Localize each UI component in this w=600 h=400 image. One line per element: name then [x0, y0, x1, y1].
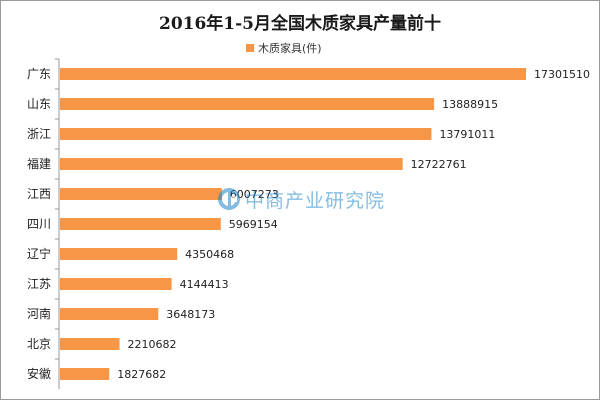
category-label: 北京	[27, 337, 51, 351]
value-label: 5969154	[229, 218, 278, 231]
category-label: 辽宁	[27, 246, 51, 261]
bar	[60, 278, 172, 290]
value-label: 4144413	[180, 278, 229, 291]
zhongshang-logo-icon	[218, 188, 240, 210]
category-label: 江西	[27, 187, 51, 201]
value-label: 1827682	[117, 368, 166, 381]
value-label: 17301510	[534, 68, 590, 81]
value-label: 6007273	[230, 188, 279, 201]
bar	[60, 338, 120, 350]
value-label: 2210682	[128, 338, 177, 351]
bar	[60, 158, 403, 170]
watermark-text: 中商产业研究院	[245, 189, 386, 212]
bar	[60, 218, 221, 230]
category-label: 河南	[27, 306, 51, 321]
bar	[60, 128, 432, 140]
bar	[60, 308, 159, 320]
value-label: 4350468	[185, 248, 234, 261]
bar	[60, 98, 435, 110]
legend-swatch	[246, 44, 254, 52]
category-label: 广东	[27, 67, 51, 81]
bar	[60, 68, 526, 80]
category-label: 江苏	[27, 277, 51, 291]
value-label: 13888915	[442, 98, 498, 111]
category-label: 四川	[27, 217, 51, 231]
chart-legend: 木质家具(件)	[246, 41, 322, 55]
value-label: 3648173	[166, 308, 215, 321]
bar	[60, 368, 110, 380]
category-label: 山东	[27, 97, 51, 111]
value-label: 12722761	[411, 158, 467, 171]
bar	[60, 188, 222, 200]
legend-label: 木质家具(件)	[258, 42, 322, 55]
value-label: 13791011	[439, 128, 495, 141]
category-label: 浙江	[27, 127, 51, 141]
chart-title: 2016年1-5月全国木质家具产量前十	[158, 14, 442, 34]
category-label: 安徽	[27, 366, 51, 381]
bar	[60, 248, 178, 260]
category-label: 福建	[27, 156, 51, 171]
watermark: 中商产业研究院	[217, 185, 385, 213]
